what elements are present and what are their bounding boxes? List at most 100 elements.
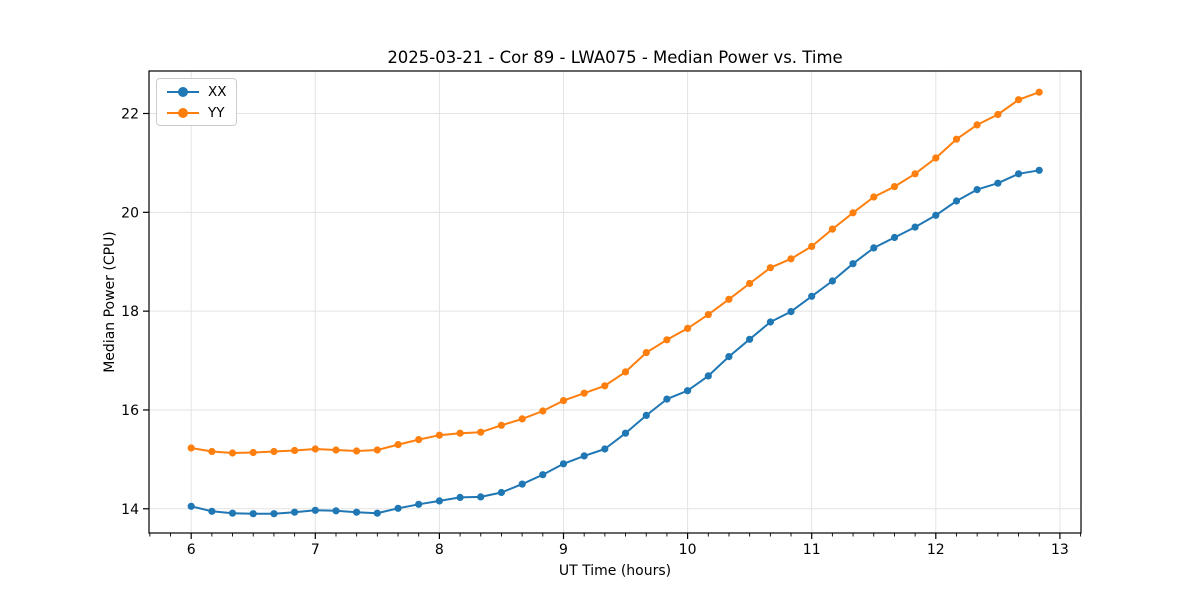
series-xx-marker — [394, 504, 402, 512]
x-tick-label: 10 — [679, 542, 697, 558]
series-yy-marker — [456, 429, 464, 437]
series-xx-marker — [539, 471, 547, 479]
series-yy-marker — [601, 382, 609, 390]
x-tick-label: 13 — [1051, 542, 1069, 558]
series-xx-marker — [270, 510, 278, 518]
series-yy-marker — [187, 444, 195, 452]
series-xx-marker — [373, 509, 381, 517]
y-axis-label: Median Power (CPU) — [102, 231, 118, 373]
series-yy-marker — [415, 436, 423, 444]
series-xx-marker — [1015, 170, 1023, 178]
series-yy-marker — [497, 421, 505, 429]
series-xx-marker — [952, 197, 961, 205]
series-yy-marker — [808, 242, 816, 250]
series-xx-marker — [1035, 166, 1043, 174]
legend-item-yy: YY — [167, 102, 227, 123]
series-yy-marker — [911, 170, 919, 178]
series-yy-marker — [952, 135, 961, 143]
x-tick-label: 9 — [559, 542, 568, 558]
series-yy-marker — [435, 431, 443, 439]
y-tick-label: 18 — [121, 304, 139, 320]
series-xx-marker — [208, 507, 216, 515]
series-xx-marker — [890, 233, 899, 242]
x-axis-label: UT Time (hours) — [558, 563, 672, 579]
series-xx-marker — [870, 244, 878, 252]
legend: XX YY — [156, 78, 237, 126]
series-xx-marker — [518, 480, 526, 488]
series-yy-marker — [787, 255, 795, 263]
series-xx-marker — [828, 277, 837, 285]
series-xx-marker — [642, 411, 650, 419]
series-yy-marker — [828, 225, 837, 233]
series-yy-marker — [1015, 96, 1023, 104]
series-yy-marker — [249, 448, 257, 457]
series-yy-marker — [228, 449, 237, 457]
series-xx-marker — [704, 372, 712, 380]
series-xx-marker — [580, 452, 588, 460]
series-xx-marker — [787, 308, 795, 316]
series-yy-marker — [704, 311, 712, 319]
plot-border — [148, 70, 1082, 534]
legend-label: XX — [208, 83, 227, 100]
series-yy-marker — [518, 415, 526, 423]
series-xx-marker — [332, 507, 340, 515]
series-xx-marker — [663, 395, 671, 403]
series-yy-marker — [621, 368, 630, 376]
x-tick-label: 7 — [311, 542, 320, 558]
y-tick-label: 22 — [121, 106, 139, 122]
series-yy-marker — [890, 183, 899, 191]
series-xx-marker — [311, 506, 319, 514]
series-xx-marker — [249, 510, 257, 518]
series-xx-marker — [911, 223, 919, 231]
series-xx-marker — [808, 292, 816, 300]
y-tick-label: 20 — [121, 205, 139, 221]
series-yy-marker — [932, 154, 940, 162]
series-xx-line — [190, 169, 1040, 515]
series-yy-marker — [559, 397, 568, 405]
series-xx-marker — [435, 497, 443, 505]
series-xx-marker — [766, 318, 775, 326]
x-tick-label: 6 — [187, 542, 196, 558]
series-yy-marker — [1035, 88, 1043, 96]
y-tick-label: 16 — [121, 403, 139, 419]
series-xx-marker — [187, 502, 195, 510]
series-xx-marker — [477, 493, 485, 501]
series-xx-marker — [456, 493, 464, 501]
chart-title: 2025-03-21 - Cor 89 - LWA075 - Median Po… — [387, 48, 843, 67]
legend-label: YY — [208, 104, 225, 121]
legend-item-xx: XX — [167, 81, 227, 102]
series-xx-marker — [601, 445, 609, 453]
series-xx-marker — [932, 211, 940, 219]
y-tick-label: 14 — [121, 502, 139, 518]
series-yy-marker — [580, 389, 588, 397]
series-yy-marker — [373, 446, 381, 454]
x-tick-label: 12 — [927, 542, 945, 558]
series-xx-marker — [684, 387, 692, 395]
x-tick-label: 11 — [803, 542, 821, 558]
series-yy-marker — [270, 447, 278, 456]
series-yy-marker — [684, 324, 692, 332]
series-yy-line — [191, 91, 1040, 454]
series-yy-marker — [642, 349, 650, 357]
series-yy-marker — [291, 446, 299, 455]
series-yy-marker — [477, 428, 485, 436]
legend-line-marker-icon — [167, 86, 199, 97]
x-tick-label: 8 — [435, 542, 444, 558]
series-xx-marker — [228, 509, 237, 517]
series-xx-marker — [291, 508, 299, 516]
series-yy-marker — [353, 447, 361, 455]
series-yy-marker — [208, 447, 216, 456]
legend-line-marker-icon — [167, 107, 199, 118]
series-yy-marker — [394, 441, 402, 449]
series-yy-marker — [725, 295, 733, 303]
series-yy-marker — [746, 279, 754, 288]
series-xx-marker — [415, 500, 423, 508]
series-xx-marker — [621, 429, 630, 437]
series-xx-marker — [973, 186, 981, 194]
series-yy-marker — [539, 407, 547, 415]
series-yy-marker — [311, 445, 319, 453]
series-yy-marker — [663, 336, 671, 344]
series-xx-marker — [497, 488, 505, 497]
